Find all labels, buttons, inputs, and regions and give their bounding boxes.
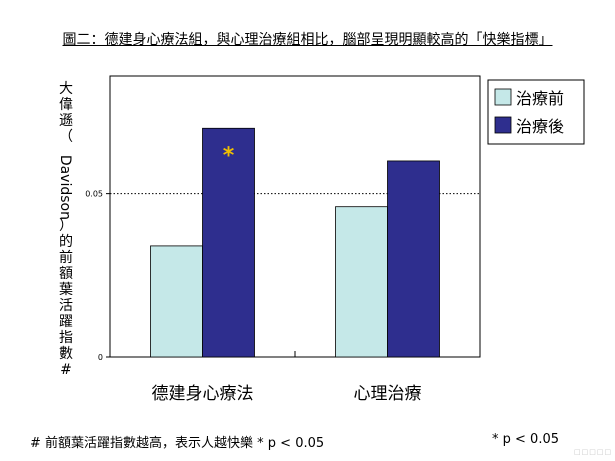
y-axis-label-char: 的 <box>59 234 73 250</box>
y-tick-label: 0.05 <box>85 190 103 199</box>
y-axis-label-char: 前 <box>59 249 73 266</box>
bar-category-2-before <box>335 206 388 358</box>
legend-swatch <box>494 88 512 106</box>
bar-category-2-after <box>387 160 440 358</box>
x-category-label: 心理治療 <box>354 384 422 404</box>
y-axis-label-latin: Davidson <box>57 155 73 220</box>
significance-asterisk: * <box>223 143 235 168</box>
y-axis-label-char: 指 <box>59 330 73 346</box>
y-axis-label-char: 數 <box>59 346 73 362</box>
y-axis-label-char: 活 <box>59 298 73 314</box>
footnote-right: * p < 0.05 <box>492 432 559 447</box>
y-tick-label: 0 <box>98 353 103 362</box>
figure-title: 圖二：德建身心療法組，與心理治療組相比，腦部呈現明顯較高的「快樂指標」 <box>62 32 553 48</box>
bar-category-1-after <box>202 127 255 358</box>
bar-category-1-before <box>150 245 203 358</box>
y-axis-label-char: 遜 <box>59 113 73 129</box>
legend-label: 治療前 <box>516 89 564 108</box>
y-axis-label-char: 葉 <box>59 282 73 298</box>
legend-swatch <box>494 116 512 134</box>
y-axis-label-char: # <box>60 362 72 378</box>
y-axis-label-char: 額 <box>59 266 73 282</box>
x-category-label: 德建身心療法 <box>152 384 254 404</box>
watermark: □□□□□ <box>574 448 613 456</box>
y-axis-label-char: 大 <box>59 81 73 97</box>
legend-label: 治療後 <box>516 117 564 136</box>
y-axis-label-char: 躍 <box>59 314 73 330</box>
y-axis-label-char: （ <box>59 129 73 145</box>
footnote-left: # 前額葉活躍指數越高，表示人越快樂 * p < 0.05 <box>30 436 325 451</box>
y-axis-label-char: 偉 <box>59 97 73 113</box>
y-axis-label-char: ） <box>59 218 73 234</box>
